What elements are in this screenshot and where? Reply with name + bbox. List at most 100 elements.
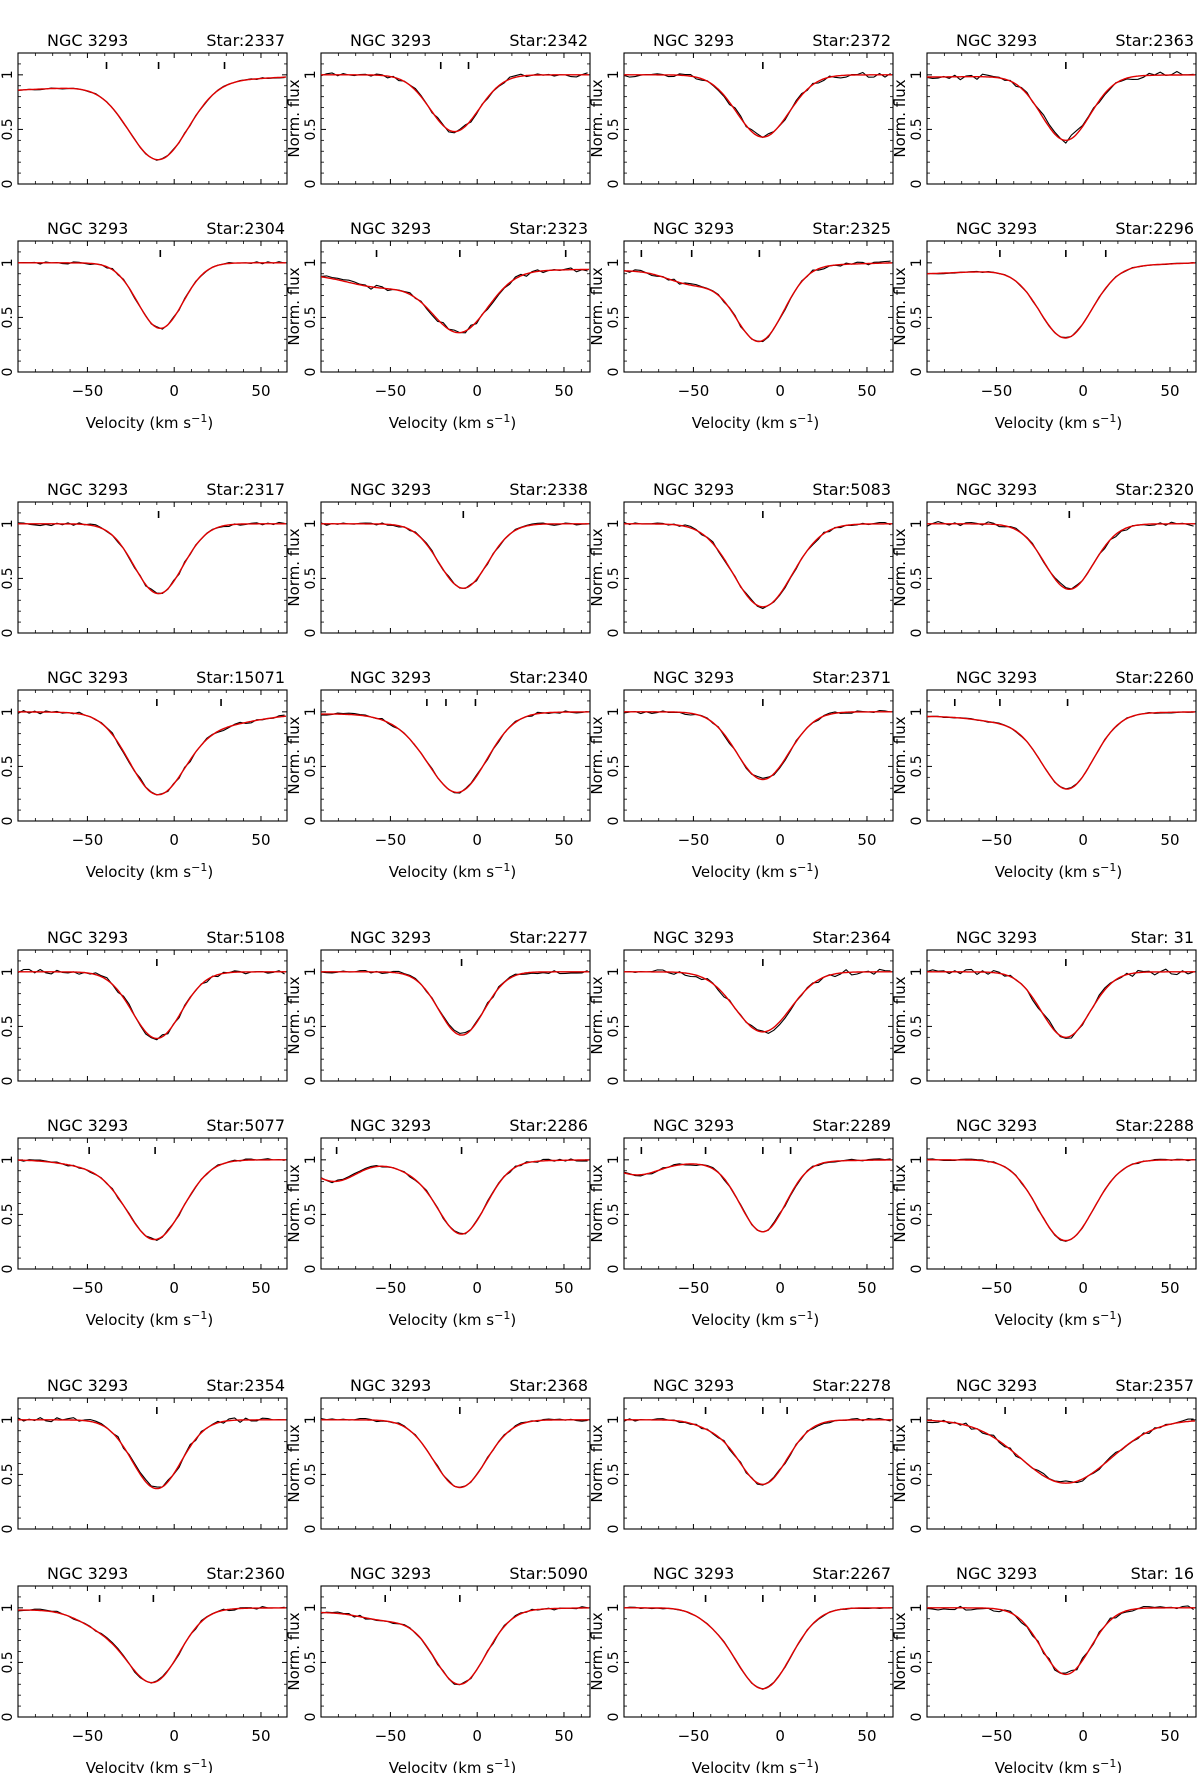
y-axis-label: Norm. flux bbox=[891, 267, 909, 345]
y-tick-label: 1 bbox=[606, 1603, 622, 1612]
observed-spectrum-line bbox=[624, 709, 891, 779]
cluster-label: NGC 3293 bbox=[47, 219, 128, 238]
y-tick-label: 0.5 bbox=[606, 1651, 622, 1673]
x-axis-label: Velocity (km s−1) bbox=[692, 1309, 819, 1329]
spectrum-panel: NGC 3293 Star:2296 Norm. flux 0 0.5 1 −50 0 50 Ve… bbox=[891, 219, 1197, 432]
panel-frame bbox=[926, 501, 1197, 634]
y-tick-label: 0.5 bbox=[0, 306, 16, 328]
cluster-label: NGC 3293 bbox=[653, 480, 734, 499]
panel-frame bbox=[926, 1137, 1197, 1270]
panel-frame bbox=[926, 1585, 1197, 1718]
y-axis-label: Norm. flux bbox=[891, 1164, 909, 1242]
y-tick-label: 1 bbox=[606, 70, 622, 79]
y-tick-label: 0.5 bbox=[303, 1651, 319, 1673]
spectrum-panel: NGC 3293 Star:2289 Norm. flux 0 0.5 1 −50 0 50 Ve… bbox=[588, 1116, 894, 1329]
observed-spectrum-line bbox=[321, 522, 588, 589]
observed-spectrum-line bbox=[927, 711, 1194, 790]
x-tick-label: 50 bbox=[857, 831, 876, 849]
x-tick-label: −50 bbox=[72, 1727, 104, 1745]
star-label: Star:2342 bbox=[509, 31, 588, 50]
observed-spectrum-line bbox=[927, 70, 1194, 144]
star-label: Star:2354 bbox=[206, 1376, 285, 1395]
star-label: Star:2296 bbox=[1115, 219, 1194, 238]
x-tick-label: 0 bbox=[472, 382, 482, 400]
x-tick-label: 0 bbox=[1078, 1279, 1088, 1297]
y-axis-label: Norm. flux bbox=[285, 976, 303, 1054]
panel-frame bbox=[623, 52, 894, 185]
spectrum-panel: NGC 3293 Star:2371 Norm. flux 0 0.5 1 −50 0 50 Ve… bbox=[588, 668, 894, 881]
x-tick-label: −50 bbox=[678, 1727, 710, 1745]
y-tick-label: 1 bbox=[909, 1155, 925, 1164]
panel-frame bbox=[926, 240, 1197, 373]
y-axis-label: Norm. flux bbox=[588, 79, 606, 157]
y-tick-label: 0 bbox=[606, 1525, 622, 1534]
y-tick-label: 0 bbox=[0, 180, 16, 189]
y-axis-label: Norm. flux bbox=[285, 716, 303, 794]
star-label: Star:2267 bbox=[812, 1564, 891, 1583]
observed-spectrum-line bbox=[18, 1606, 285, 1684]
spectrum-panel: NGC 3293 Star:2288 Norm. flux 0 0.5 1 −50 0 50 Ve… bbox=[891, 1116, 1197, 1329]
y-axis-label: Norm. flux bbox=[588, 267, 606, 345]
y-tick-label: 0 bbox=[303, 1265, 319, 1274]
y-axis-label: Norm. flux bbox=[891, 716, 909, 794]
observed-spectrum-line bbox=[624, 1417, 891, 1486]
model-fit-line bbox=[321, 1607, 589, 1686]
spectrum-panel: NGC 3293 Star:2325 Norm. flux 0 0.5 1 −50 0 50 Ve… bbox=[588, 219, 894, 432]
y-tick-label: 1 bbox=[909, 519, 925, 528]
y-tick-label: 0.5 bbox=[909, 118, 925, 140]
y-tick-label: 1 bbox=[909, 70, 925, 79]
cluster-label: NGC 3293 bbox=[956, 668, 1037, 687]
star-label: Star:2364 bbox=[812, 928, 891, 947]
x-axis-label: Velocity (km s−1) bbox=[86, 861, 213, 881]
panel-frame bbox=[17, 52, 288, 185]
x-tick-label: 50 bbox=[554, 382, 573, 400]
y-tick-label: 1 bbox=[0, 1155, 16, 1164]
model-fit-line bbox=[18, 1419, 286, 1490]
cluster-label: NGC 3293 bbox=[653, 31, 734, 50]
star-label: Star:2317 bbox=[206, 480, 285, 499]
observed-spectrum-line bbox=[927, 1418, 1194, 1484]
x-tick-label: −50 bbox=[678, 1279, 710, 1297]
model-fit-line bbox=[321, 74, 589, 133]
panel-frame bbox=[17, 1397, 288, 1530]
y-tick-label: 0 bbox=[303, 629, 319, 638]
star-label: Star:2368 bbox=[509, 1376, 588, 1395]
y-tick-label: 0.5 bbox=[303, 755, 319, 777]
y-tick-label: 0 bbox=[0, 368, 16, 377]
y-tick-label: 0 bbox=[606, 1265, 622, 1274]
model-fit-line bbox=[18, 1159, 286, 1241]
x-tick-label: 0 bbox=[169, 831, 179, 849]
x-axis-label: Velocity (km s−1) bbox=[692, 412, 819, 432]
x-tick-label: −50 bbox=[72, 831, 104, 849]
observed-spectrum-line bbox=[321, 1606, 588, 1686]
spectrum-panel: NGC 3293 Star:2368 Norm. flux 0 0.5 1 bbox=[285, 1376, 591, 1533]
x-tick-label: 0 bbox=[1078, 382, 1088, 400]
cluster-label: NGC 3293 bbox=[47, 1376, 128, 1395]
y-tick-label: 0.5 bbox=[606, 1203, 622, 1225]
model-fit-line bbox=[321, 1419, 589, 1489]
cluster-label: NGC 3293 bbox=[350, 1564, 431, 1583]
y-axis-label: Norm. flux bbox=[285, 1424, 303, 1502]
observed-spectrum-line bbox=[927, 521, 1194, 590]
x-tick-label: 50 bbox=[251, 382, 270, 400]
x-axis-label: Velocity (km s−1) bbox=[995, 412, 1122, 432]
x-tick-label: 50 bbox=[1160, 1727, 1179, 1745]
y-tick-label: 1 bbox=[0, 258, 16, 267]
star-label: Star:2357 bbox=[1115, 1376, 1194, 1395]
model-fit-line bbox=[624, 262, 892, 343]
panel-frame bbox=[320, 501, 591, 634]
y-axis-label: Norm. flux bbox=[588, 716, 606, 794]
y-axis-label: Norm. flux bbox=[588, 528, 606, 606]
observed-spectrum-line bbox=[624, 1606, 891, 1690]
star-label: Star:5108 bbox=[206, 928, 285, 947]
y-axis-label: Norm. flux bbox=[588, 1424, 606, 1502]
panel-frame bbox=[926, 52, 1197, 185]
y-tick-label: 0 bbox=[303, 1077, 319, 1086]
observed-spectrum-line bbox=[18, 1416, 285, 1488]
star-label: Star:5090 bbox=[509, 1564, 588, 1583]
y-tick-label: 0 bbox=[0, 817, 16, 826]
cluster-label: NGC 3293 bbox=[653, 928, 734, 947]
